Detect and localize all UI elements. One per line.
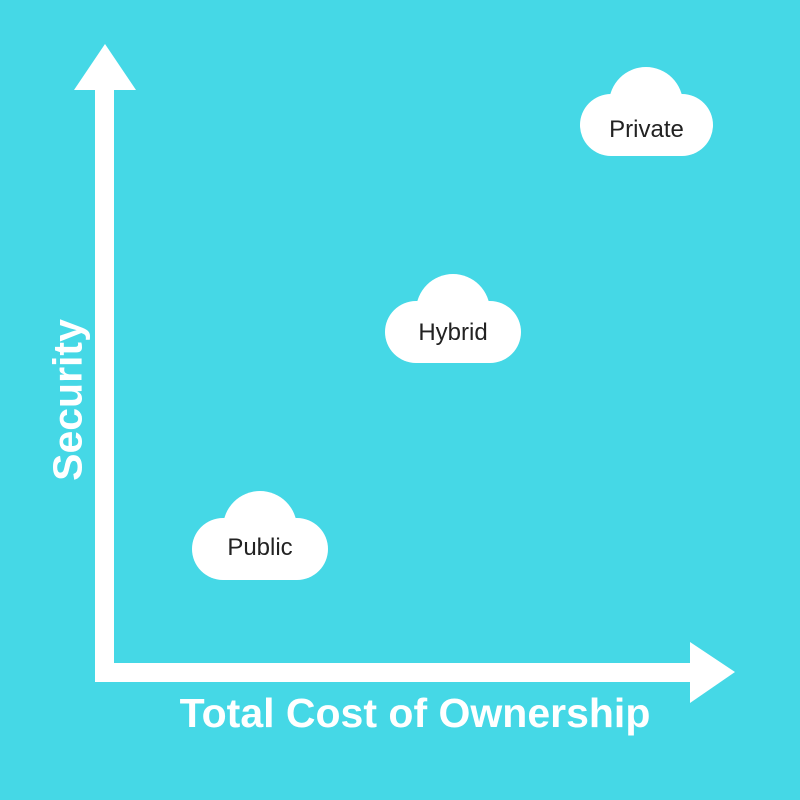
cloud-label-public: Public bbox=[227, 534, 293, 561]
cloud-public: Public bbox=[192, 490, 328, 582]
cloud-icon bbox=[385, 274, 521, 363]
cloud-hybrid: Hybrid bbox=[385, 273, 521, 365]
x-axis-label: Total Cost of Ownership bbox=[179, 690, 651, 736]
y-axis-label: Security bbox=[44, 319, 91, 481]
cloud-label-hybrid: Hybrid bbox=[418, 319, 488, 346]
y-axis-arrowhead bbox=[74, 44, 136, 90]
y-axis-line bbox=[95, 82, 114, 682]
x-axis-arrowhead bbox=[690, 642, 735, 703]
cloud-icon bbox=[192, 491, 328, 580]
cloud-icon bbox=[580, 67, 713, 156]
cloud-label-private: Private bbox=[609, 116, 684, 143]
x-axis-line bbox=[95, 663, 700, 682]
cloud-private: Private bbox=[580, 66, 713, 158]
